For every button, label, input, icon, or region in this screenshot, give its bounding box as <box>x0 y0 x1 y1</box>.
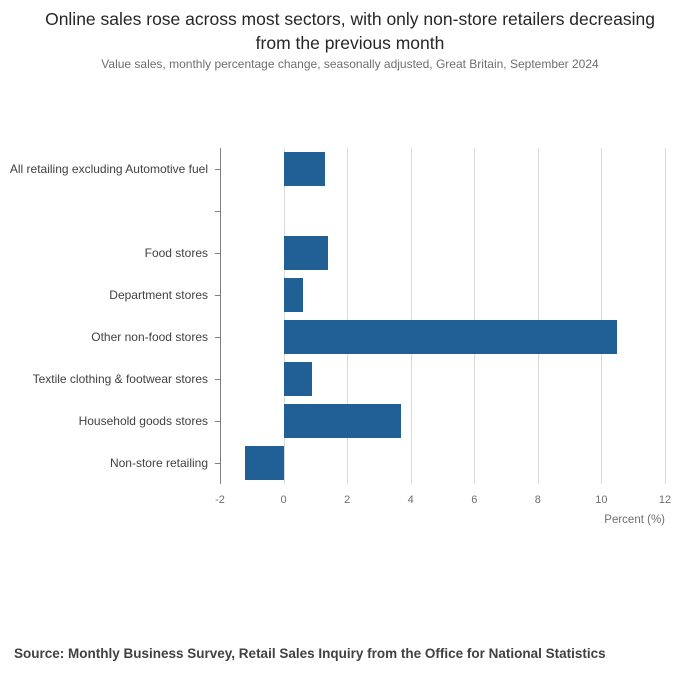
chart-title: Online sales rose across most sectors, w… <box>45 9 655 53</box>
bar <box>283 362 313 396</box>
y-axis-labels: All retailing excluding Automotive fuel F… <box>0 148 220 484</box>
category-label: All retailing excluding Automotive fuel <box>9 162 208 176</box>
category-label: Other non-food stores <box>91 330 208 344</box>
gridline <box>347 148 349 484</box>
bar <box>283 320 618 354</box>
gridline <box>601 148 603 484</box>
gridline <box>474 148 476 484</box>
category-label: Department stores <box>109 288 208 302</box>
bar <box>245 446 284 480</box>
plot-area <box>215 148 666 484</box>
bar <box>283 152 325 186</box>
y-tick-mark <box>215 169 220 170</box>
gridline <box>410 148 412 484</box>
bar <box>283 404 402 438</box>
bar-chart: All retailing excluding Automotive fuel F… <box>0 148 666 484</box>
y-tick-mark <box>215 463 220 464</box>
chart-subtitle: Value sales, monthly percentage change, … <box>101 57 599 71</box>
category-label: Non-store retailing <box>109 456 208 470</box>
y-tick-mark <box>215 421 220 422</box>
bar <box>283 236 329 270</box>
y-axis-line <box>220 148 221 484</box>
category-label: Food stores <box>144 246 208 260</box>
y-tick-mark <box>215 211 220 212</box>
category-spacer <box>0 190 220 232</box>
x-tick-label: 6 <box>471 494 478 506</box>
x-tick-label: 8 <box>534 494 541 506</box>
y-tick-mark <box>215 379 220 380</box>
category-label: Textile clothing & footwear stores <box>32 372 208 386</box>
y-tick-mark <box>215 295 220 296</box>
x-axis-title: Percent (%) <box>604 514 665 526</box>
y-tick-mark <box>215 253 220 254</box>
source-note: Source: Monthly Business Survey, Retail … <box>14 646 606 661</box>
gridline <box>665 148 666 484</box>
x-axis-tick-labels: -2 0 2 4 6 8 10 12 <box>215 490 671 508</box>
x-tick-label: -2 <box>215 494 225 506</box>
category-label: Household goods stores <box>78 414 208 428</box>
x-tick-label: 4 <box>407 494 414 506</box>
x-tick-label: 2 <box>344 494 351 506</box>
gridline <box>537 148 539 484</box>
x-tick-label: 10 <box>595 494 608 506</box>
gridline <box>283 148 285 484</box>
bar <box>283 278 303 312</box>
y-tick-mark <box>215 337 220 338</box>
x-tick-label: 12 <box>658 494 672 506</box>
x-tick-label: 0 <box>280 494 287 506</box>
